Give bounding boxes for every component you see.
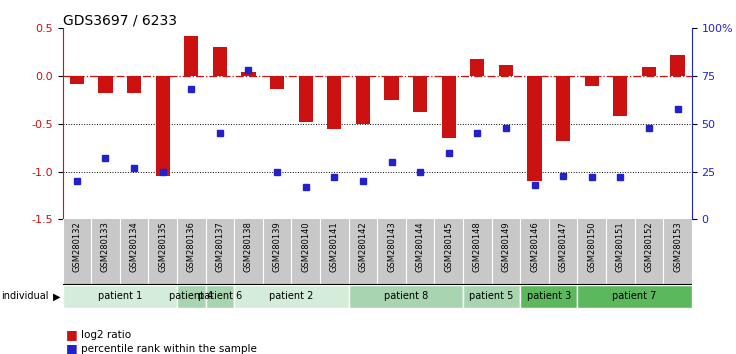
Text: GSM280132: GSM280132 (72, 222, 82, 272)
Text: ■: ■ (66, 328, 78, 341)
Bar (463, 285, 520, 308)
Text: ■: ■ (66, 342, 78, 354)
Bar (213, 47, 227, 76)
Bar (270, 76, 284, 90)
Text: patient 6: patient 6 (198, 291, 242, 302)
Text: GSM280145: GSM280145 (445, 222, 453, 272)
Text: patient 2: patient 2 (269, 291, 314, 302)
Bar (642, 67, 656, 76)
Bar (499, 65, 513, 76)
Bar (528, 76, 542, 181)
Text: GSM280146: GSM280146 (530, 222, 539, 272)
Bar (299, 76, 313, 122)
Bar (470, 59, 484, 76)
Bar (442, 76, 456, 138)
Text: GSM280153: GSM280153 (673, 222, 682, 272)
Bar (384, 76, 399, 100)
Text: GSM280140: GSM280140 (301, 222, 310, 272)
Bar (578, 285, 692, 308)
Text: GSM280137: GSM280137 (216, 222, 224, 272)
Bar (127, 76, 141, 93)
Bar (556, 76, 570, 141)
Text: patient 1: patient 1 (98, 291, 142, 302)
Bar (155, 76, 170, 177)
Text: percentile rank within the sample: percentile rank within the sample (81, 344, 257, 354)
Bar (70, 76, 84, 84)
Bar (584, 76, 599, 86)
Text: GSM280135: GSM280135 (158, 222, 167, 272)
Text: GSM280149: GSM280149 (501, 222, 511, 272)
Text: patient 4: patient 4 (169, 291, 213, 302)
Text: patient 5: patient 5 (470, 291, 514, 302)
Bar (184, 36, 199, 76)
Text: individual: individual (1, 291, 49, 301)
Text: GDS3697 / 6233: GDS3697 / 6233 (63, 13, 177, 27)
Text: GSM280139: GSM280139 (272, 222, 282, 272)
Text: log2 ratio: log2 ratio (81, 330, 131, 339)
Bar (349, 285, 463, 308)
Text: GSM280133: GSM280133 (101, 222, 110, 272)
Text: ▶: ▶ (53, 291, 60, 301)
Bar (355, 76, 370, 124)
Bar (613, 76, 628, 116)
Bar (327, 76, 342, 129)
Text: GSM280141: GSM280141 (330, 222, 339, 272)
Text: GSM280150: GSM280150 (587, 222, 596, 272)
Bar (177, 285, 205, 308)
Bar (99, 76, 113, 93)
Text: GSM280138: GSM280138 (244, 222, 253, 272)
Text: GSM280136: GSM280136 (187, 222, 196, 272)
Bar (241, 72, 255, 76)
Text: patient 8: patient 8 (383, 291, 428, 302)
Bar (234, 285, 349, 308)
Text: GSM280142: GSM280142 (358, 222, 367, 272)
Bar (63, 285, 177, 308)
Text: GSM280152: GSM280152 (645, 222, 654, 272)
Text: patient 7: patient 7 (612, 291, 657, 302)
Text: GSM280143: GSM280143 (387, 222, 396, 272)
Text: GSM280148: GSM280148 (473, 222, 482, 272)
Bar (205, 285, 234, 308)
Text: GSM280134: GSM280134 (130, 222, 138, 272)
Text: GSM280151: GSM280151 (616, 222, 625, 272)
Bar (670, 55, 684, 76)
Text: GSM280147: GSM280147 (559, 222, 567, 272)
Text: patient 3: patient 3 (527, 291, 571, 302)
Text: GSM280144: GSM280144 (416, 222, 425, 272)
Bar (413, 76, 428, 113)
Bar (520, 285, 578, 308)
